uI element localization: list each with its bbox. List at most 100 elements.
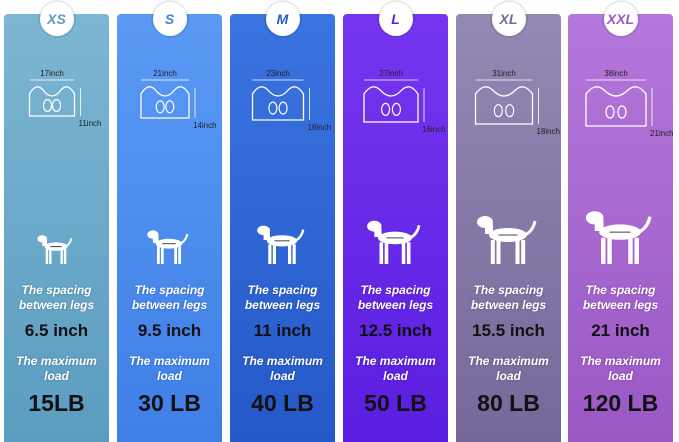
hammock (585, 86, 647, 127)
pet-leg (178, 246, 182, 264)
width-label: 21inch (153, 69, 177, 78)
height-label: 18inch (537, 127, 561, 136)
pet-leg (272, 244, 276, 264)
width-label: 38inch (604, 69, 628, 78)
pet-leg (49, 248, 52, 264)
pet-leg (490, 240, 495, 264)
leg-hole (605, 105, 615, 119)
spacing-value: 21 inch (591, 321, 650, 340)
size-column: XXL 38inch 21inch The spacing between legs 2… (568, 2, 673, 442)
leg-hole (380, 102, 391, 117)
pet-neck (485, 224, 493, 234)
load-value: 30 LB (138, 390, 201, 416)
load-label: The maximum load (16, 354, 97, 383)
load-label: The maximum load (468, 354, 549, 383)
size-badge: XXL (603, 2, 638, 36)
pet-tail (409, 224, 421, 240)
load-value: 15LB (28, 390, 85, 416)
size-column: XS 17inch 11inch The spacing between legs 6.… (4, 2, 109, 442)
load-label: The maximum load (129, 354, 210, 383)
pet-leg (174, 246, 178, 264)
leg-hole (617, 105, 627, 119)
hammock (363, 86, 419, 123)
spacing-label: The spacing between legs (244, 283, 321, 312)
leg-hole (505, 104, 515, 118)
height-label: 14inch (193, 121, 217, 130)
leg-hole (278, 101, 288, 115)
spacing-value: 15.5 inch (472, 321, 545, 340)
pet-neck (263, 232, 270, 240)
size-badge: XL (491, 2, 526, 36)
size-column: M 23inch 16inch The spacing between legs 11 … (230, 2, 335, 442)
size-badge: L (378, 2, 413, 36)
load-label: The maximum load (355, 354, 436, 383)
size-badge: S (152, 2, 187, 36)
width-label: 31inch (492, 69, 516, 78)
pet-leg (628, 237, 633, 264)
leg-hole (391, 102, 402, 117)
load-value: 120 LB (582, 390, 659, 416)
pet-leg (607, 237, 612, 264)
spacing-label: The spacing between legs (18, 283, 95, 312)
pet-leg (160, 246, 164, 264)
pet-leg (634, 237, 639, 264)
pet-leg (45, 248, 49, 264)
spacing-label: The spacing between legs (131, 283, 208, 312)
pet-silhouette (585, 211, 652, 264)
pet-leg (379, 242, 384, 264)
pet-leg (292, 244, 296, 264)
pet-leg (601, 237, 606, 264)
spacing-label: The spacing between legs (582, 283, 659, 312)
illustration: 38inch 21inch (585, 69, 673, 264)
hammock (474, 86, 534, 125)
pet-silhouette (257, 225, 305, 264)
pet-silhouette (37, 235, 73, 264)
spacing-value: 9.5 inch (137, 321, 202, 340)
height-label: 16inch (308, 123, 332, 132)
pet-neck (374, 228, 382, 237)
spacing-value: 11 inch (253, 321, 312, 340)
hammock (140, 86, 190, 119)
pet-leg (63, 248, 67, 264)
load-value: 50 LB (364, 390, 427, 416)
pet-leg (496, 240, 501, 264)
pet-leg (288, 244, 292, 264)
size-column: XL 31inch 18inch The spacing between legs 15… (456, 2, 561, 442)
hammock (251, 86, 305, 121)
spacing-value: 6.5 inch (24, 321, 89, 340)
pet-tail (638, 216, 652, 234)
pet-leg (384, 242, 389, 264)
pet-leg (156, 246, 160, 264)
load-value: 80 LB (477, 390, 540, 416)
pet-tail (179, 233, 189, 245)
illustration: 21inch 14inch (140, 69, 217, 264)
pet-silhouette (367, 220, 421, 264)
leg-hole (493, 104, 503, 118)
pet-silhouette (147, 230, 189, 264)
illustration: 17inch 11inch (28, 69, 102, 264)
leg-hole (268, 101, 278, 115)
pet-leg (268, 244, 272, 264)
leg-hole (42, 98, 53, 113)
size-badge: M (265, 2, 300, 36)
pet-leg (401, 242, 406, 264)
load-value: 40 LB (251, 390, 314, 416)
pet-leg (521, 240, 526, 264)
illustration: 31inch 18inch (474, 69, 561, 264)
height-label: 11inch (79, 119, 102, 128)
width-label: 27inch (379, 69, 403, 78)
load-label: The maximum load (580, 354, 661, 383)
pet-tail (524, 220, 537, 237)
illustration: 23inch 16inch (251, 69, 332, 264)
pet-leg (515, 240, 520, 264)
spacing-label: The spacing between legs (470, 283, 547, 312)
pet-neck (594, 220, 604, 231)
load-label: The maximum load (242, 354, 323, 383)
pet-tail (64, 237, 73, 248)
illustration: 27inch 16inch (363, 69, 446, 264)
height-label: 21inch (650, 129, 673, 138)
width-label: 23inch (266, 69, 290, 78)
size-badge: XS (39, 2, 74, 36)
pet-tail (294, 229, 305, 242)
